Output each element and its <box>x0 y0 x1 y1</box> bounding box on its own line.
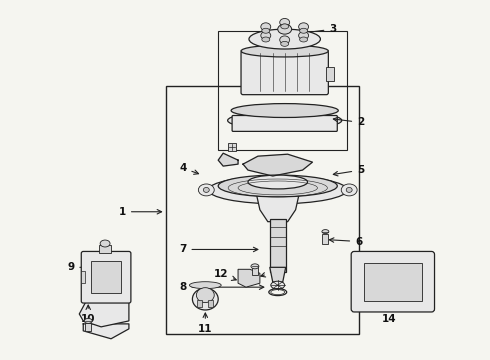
Ellipse shape <box>298 23 309 31</box>
Text: 1: 1 <box>119 207 162 217</box>
Text: 2: 2 <box>333 117 365 127</box>
Bar <box>166 86 359 334</box>
Polygon shape <box>238 269 260 287</box>
Ellipse shape <box>193 288 218 310</box>
FancyBboxPatch shape <box>81 251 131 303</box>
Polygon shape <box>83 324 129 339</box>
Text: 11: 11 <box>198 313 213 334</box>
Bar <box>81 271 85 283</box>
Ellipse shape <box>280 18 290 26</box>
Bar <box>322 234 328 243</box>
Ellipse shape <box>190 282 221 289</box>
Text: 10: 10 <box>81 305 96 324</box>
Ellipse shape <box>299 28 308 33</box>
Polygon shape <box>79 301 129 327</box>
Bar <box>270 219 286 272</box>
Text: 5: 5 <box>333 165 365 176</box>
Bar <box>228 143 236 151</box>
Ellipse shape <box>198 184 214 196</box>
Bar <box>364 264 421 301</box>
Polygon shape <box>270 267 286 282</box>
Bar <box>208 300 213 307</box>
Ellipse shape <box>218 175 337 197</box>
Ellipse shape <box>196 288 214 302</box>
Text: 13: 13 <box>261 266 284 277</box>
Ellipse shape <box>208 176 347 204</box>
Bar <box>218 31 347 150</box>
Ellipse shape <box>262 28 270 33</box>
Text: 6: 6 <box>329 237 363 247</box>
Text: 9: 9 <box>67 262 90 272</box>
Polygon shape <box>256 192 299 222</box>
Ellipse shape <box>248 175 308 189</box>
Polygon shape <box>218 153 238 166</box>
Ellipse shape <box>100 240 110 247</box>
Ellipse shape <box>299 37 308 42</box>
Ellipse shape <box>278 24 292 34</box>
Polygon shape <box>243 154 313 176</box>
Text: 12: 12 <box>214 269 236 280</box>
Bar <box>326 67 334 81</box>
Ellipse shape <box>341 184 357 196</box>
Text: 3: 3 <box>282 24 337 37</box>
Ellipse shape <box>262 37 270 42</box>
FancyBboxPatch shape <box>232 116 337 131</box>
Ellipse shape <box>241 45 328 57</box>
Text: 7: 7 <box>179 244 258 255</box>
Ellipse shape <box>228 112 342 129</box>
Ellipse shape <box>271 281 285 289</box>
Ellipse shape <box>261 32 271 40</box>
Ellipse shape <box>281 24 289 29</box>
Bar <box>85 323 91 331</box>
Bar <box>197 300 202 307</box>
Bar <box>99 246 111 253</box>
Bar <box>252 267 258 275</box>
Text: 4: 4 <box>179 163 198 174</box>
Ellipse shape <box>203 188 209 192</box>
Text: 8: 8 <box>179 282 264 292</box>
Ellipse shape <box>249 29 320 49</box>
Ellipse shape <box>298 32 309 40</box>
Text: 14: 14 <box>382 305 396 324</box>
Ellipse shape <box>322 230 329 234</box>
Ellipse shape <box>261 23 271 31</box>
Ellipse shape <box>346 188 352 192</box>
Ellipse shape <box>280 36 290 44</box>
FancyBboxPatch shape <box>241 51 328 95</box>
Ellipse shape <box>231 104 338 117</box>
Ellipse shape <box>84 319 92 323</box>
Ellipse shape <box>251 264 259 269</box>
Ellipse shape <box>281 41 289 46</box>
Bar <box>91 261 121 293</box>
FancyBboxPatch shape <box>351 251 435 312</box>
